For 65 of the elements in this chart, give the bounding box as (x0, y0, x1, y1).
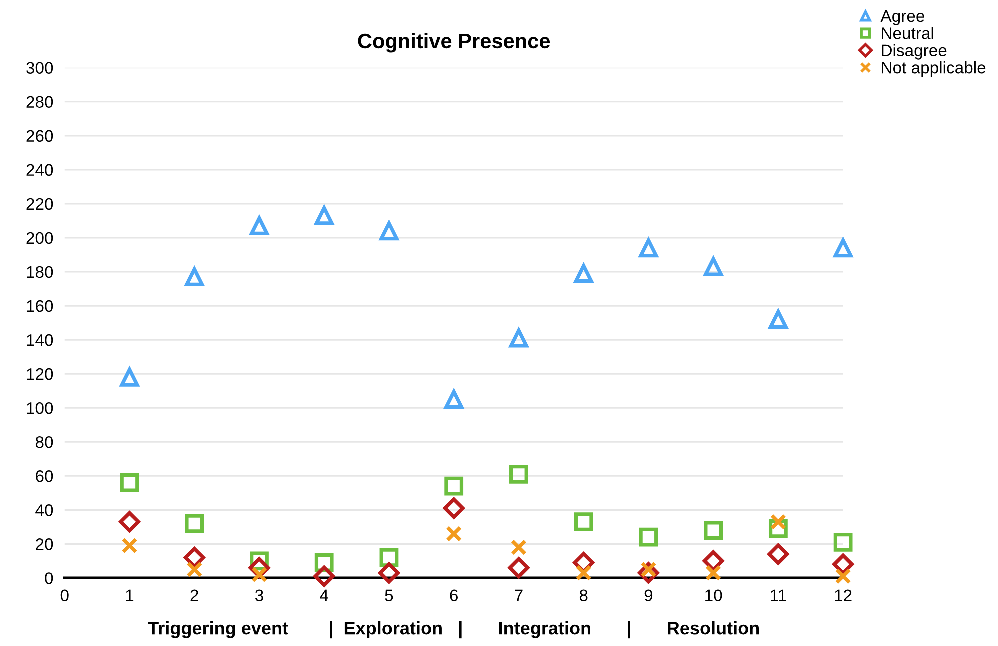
y-tick-label: 220 (26, 198, 54, 210)
y-tick-label: 0 (45, 572, 54, 584)
x-tick-label: 5 (385, 590, 394, 602)
x-tick-label: 9 (644, 590, 653, 602)
y-tick-label: 160 (27, 300, 54, 312)
point (574, 264, 594, 284)
point (510, 539, 528, 556)
point (184, 547, 206, 568)
point (446, 526, 462, 542)
y-tick-label: 200 (26, 232, 54, 244)
point (120, 368, 140, 387)
y-tick-label: 40 (36, 504, 54, 516)
point (510, 464, 528, 484)
point (378, 562, 400, 584)
y-tick-label: 300 (26, 62, 54, 74)
y-tick-label: 120 (27, 368, 54, 380)
point (639, 528, 658, 547)
x-tick-label: 6 (450, 590, 458, 602)
point (704, 521, 724, 540)
x-tick-label: 12 (835, 590, 852, 602)
x-axis-title: Triggering event | Exploration | Integration | Resolution (148, 621, 760, 639)
point (120, 473, 140, 492)
x-tick-label: 1 (126, 590, 134, 602)
y-tick-label: 260 (26, 130, 54, 142)
x-tick-label: 8 (580, 590, 588, 602)
y-tick-label: 280 (26, 96, 54, 108)
point (314, 566, 335, 588)
point (832, 554, 854, 576)
x-tick-label: 10 (706, 590, 722, 602)
x-tick-label: 2 (190, 590, 198, 602)
point (444, 476, 464, 496)
point (185, 514, 204, 534)
x-tick-label: 11 (771, 590, 786, 602)
point (768, 544, 790, 565)
legend-label: Not applicable (882, 62, 986, 78)
point (835, 568, 852, 585)
point (443, 498, 465, 520)
y-tick-label: 80 (36, 436, 54, 448)
point (314, 206, 334, 226)
point (508, 557, 530, 579)
legend-label: Neutral (882, 27, 934, 40)
x-tick-label: 7 (515, 590, 523, 602)
point (576, 565, 592, 582)
y-tick-label: 140 (27, 334, 54, 346)
point (770, 514, 786, 530)
point (834, 533, 853, 552)
y-tick-label: 20 (36, 538, 54, 550)
point (702, 550, 724, 572)
x-tick-label: 4 (320, 590, 328, 602)
point (510, 328, 528, 348)
legend-label: Agree (880, 10, 924, 26)
point (574, 512, 594, 532)
y-tick-label: 180 (27, 266, 54, 278)
legend-label: Disagree (882, 44, 947, 60)
y-tick-label: 240 (26, 164, 54, 176)
y-tick-label: 100 (27, 402, 54, 414)
point (122, 538, 138, 554)
point (119, 511, 140, 533)
point (706, 565, 722, 582)
point (704, 257, 724, 276)
chart-title: Cognitive Presence (358, 33, 550, 53)
x-tick-label: 3 (255, 590, 264, 602)
x-tick-label: 0 (60, 590, 69, 602)
point (186, 562, 203, 578)
y-tick-label: 60 (36, 470, 54, 482)
